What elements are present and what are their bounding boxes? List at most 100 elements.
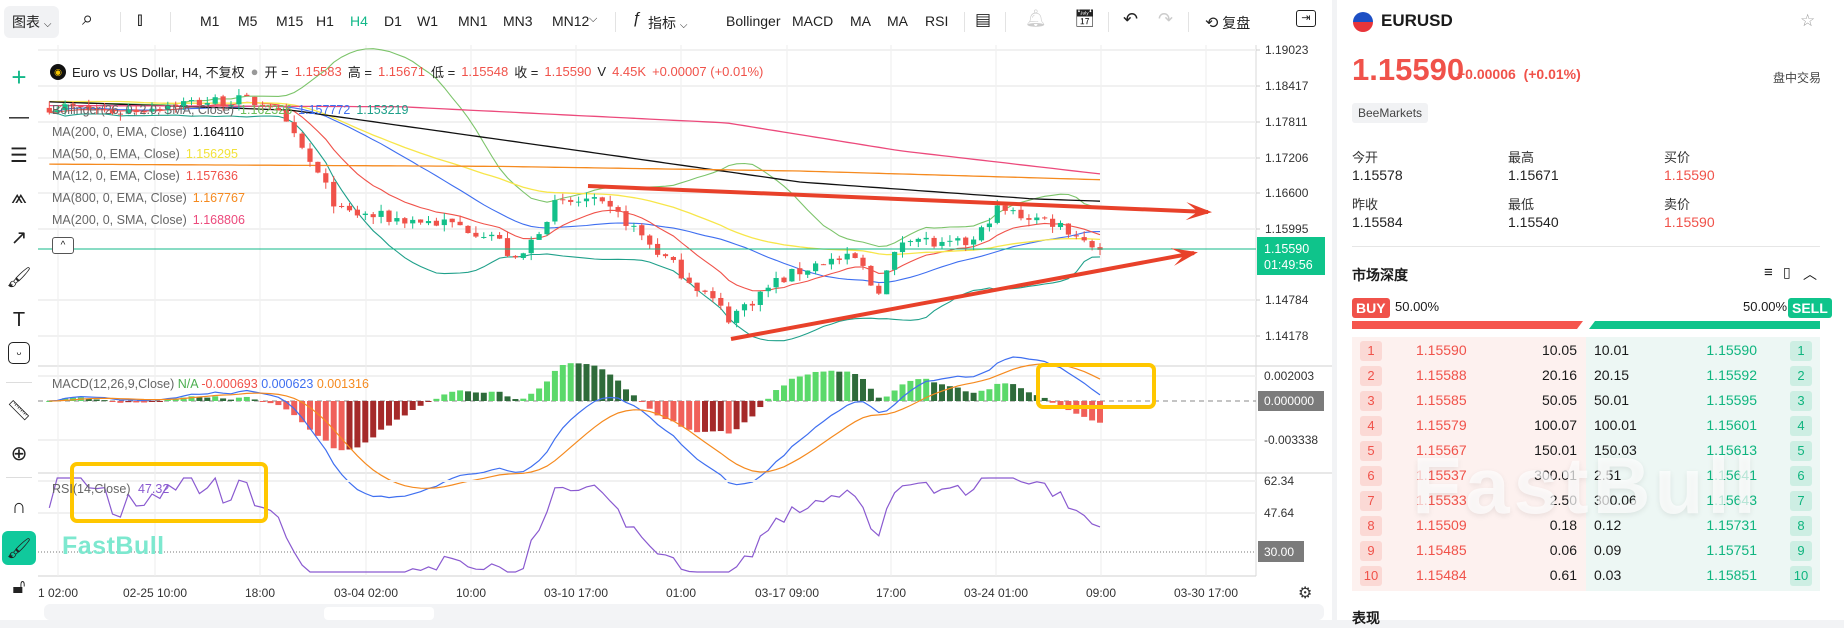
macd-histogram-bar [378,401,385,430]
ruler-icon[interactable]: 📏︎ [6,399,32,422]
macd-legend[interactable]: MACD(12,26,9,Close) N/A -0.000693 0.0006… [52,377,369,391]
orderbook-row[interactable]: 4 1.15579 100.07 100.01 1.15601 4 [1352,413,1820,438]
layout-icon[interactable]: ▤ [975,10,992,29]
collapse-panel-icon[interactable]: ⇥ [1296,10,1316,27]
indicators-button[interactable]: 指标 ⌵ [648,13,687,33]
candlestick-type-icon[interactable]: ⫾ [137,9,143,29]
unlock-icon[interactable]: 🔓︎ [12,575,26,598]
scrollbar-thumb[interactable] [324,607,434,620]
lock-drawings-icon[interactable]: 🖌︎ [2,531,36,565]
macd-histogram-bar [970,392,977,401]
orderbook-row[interactable]: 1 1.15590 10.05 10.01 1.15590 1 [1352,338,1820,363]
timeframe-h4[interactable]: H4 [350,13,368,29]
orderbook-row[interactable]: 10 1.15484 0.61 0.03 1.15851 10 [1352,563,1820,588]
candle-body [410,219,416,224]
timeframe-w1[interactable]: W1 [417,13,438,29]
chevron-down-icon[interactable]: ⌵ [589,13,598,25]
candle-body [315,161,321,173]
sell-badge[interactable]: SELL [1788,298,1832,318]
candle-body [504,238,511,256]
timeframe-mn12[interactable]: MN12 [552,13,590,29]
search-icon[interactable]: ⌕ [82,8,94,30]
orderbook-row[interactable]: 8 1.15509 0.18 0.12 1.15731 8 [1352,513,1820,538]
indicator-shortcut-ma[interactable]: MA [887,13,908,29]
timeframe-d1[interactable]: D1 [384,13,402,29]
horizontal-scrollbar[interactable] [44,604,1324,620]
zoom-in-icon[interactable]: ⊕ [10,442,28,465]
function-icon[interactable]: ƒ [632,10,641,27]
timeframe-h1[interactable]: H1 [316,13,334,29]
favorite-star-icon[interactable]: ☆ [1800,11,1816,30]
legend-ma[interactable]: MA(200, 0, EMA, Close) 1.164110 [52,125,244,139]
bollinger-lower: 1.153219 [356,103,409,117]
alert-bell-icon[interactable]: 🔔︎ [1025,9,1047,28]
calendar-icon[interactable]: 📅︎ [1074,9,1096,28]
horizontal-line-icon[interactable]: — [9,105,29,128]
legend-ma[interactable]: MA(50, 0, EMA, Close) 1.156295 [52,147,238,161]
macd-histogram-bar [62,398,69,401]
macd-histogram-bar [307,401,313,430]
macd-histogram-bar [781,385,787,401]
indicator-shortcut-ma[interactable]: MA [850,13,871,29]
macd-histogram-bar [1002,383,1009,401]
timeframe-m15[interactable]: M15 [276,13,304,29]
timeframe-mn3[interactable]: MN3 [503,13,533,29]
indicator-shortcut-macd[interactable]: MACD [792,13,834,29]
macd-histogram-bar [702,401,708,432]
list-view-icon[interactable]: ≡ [1764,264,1773,281]
chart-area[interactable]: 1 02:00 02-25 10:00 18:00 03-04 02:00 10:00 0… [0,0,1332,620]
emoji-icon[interactable]: ᵕ [8,342,30,364]
price-chart[interactable]: 1 02:00 02-25 10:00 18:00 03-04 02:00 10:00 0… [0,0,1332,620]
buy-badge[interactable]: BUY [1352,298,1390,318]
macd-histogram-bar [1097,401,1103,423]
orderbook-row[interactable]: 6 1.15537 300.01 2.51 1.15641 6 [1352,463,1820,488]
magnet-icon[interactable]: ∩ [11,495,27,518]
low-label: 低 = [430,65,456,80]
redo-icon[interactable]: ↷ [1158,9,1174,29]
indicator-value: 1.168806 [192,213,245,227]
timeframe-m5[interactable]: M5 [238,13,258,29]
legend-ma[interactable]: MA(800, 0, EMA, Close) 1.167767 [52,191,245,205]
text-icon[interactable]: T [12,308,26,331]
orderbook-row[interactable]: 3 1.15585 50.05 50.01 1.15595 3 [1352,388,1820,413]
macd-histogram-bar [765,398,772,401]
undo-icon[interactable]: ↶ [1123,9,1139,29]
pattern-icon[interactable]: ⩕ [11,185,27,208]
stat-value: 1.15540 [1508,214,1559,230]
legend-bollinger[interactable]: Bollinger(26, 0, 2.0, SMA, Close) 1.16232… [52,103,408,117]
macd-histogram-bar [962,391,969,401]
indicator-shortcut-rsi[interactable]: RSI [925,13,949,29]
orderbook-row[interactable]: 9 1.15485 0.06 0.09 1.15751 9 [1352,538,1820,563]
settings-gear-icon[interactable]: ⚙ [1298,585,1313,602]
chart-menu-button[interactable]: 图表 ⌵ [4,6,60,38]
macd-histogram-bar [125,401,132,403]
broker-badge[interactable]: BeeMarkets [1352,103,1429,123]
fib-lines-icon[interactable]: ☰ [10,144,28,167]
crosshair-plus-icon[interactable]: + [11,61,27,92]
legend-ma[interactable]: MA(200, 0, SMA, Close) 1.168806 [52,213,245,227]
macd-histogram-bar [994,383,1001,401]
candle-body [955,238,961,241]
orderbook-row[interactable]: 5 1.15567 150.01 150.03 1.15613 5 [1352,438,1820,463]
orderbook-row[interactable]: 7 1.15533 2.50 300.06 1.15643 7 [1352,488,1820,513]
bid-quantity: 50.05 [1541,392,1577,408]
document-icon[interactable]: ▯ [1783,264,1791,280]
timeframe-mn1[interactable]: MN1 [458,13,488,29]
collapse-legend-button[interactable]: ^ [52,237,74,254]
indicator-shortcut-bollinger[interactable]: Bollinger [726,13,781,29]
brush-icon[interactable]: 🖌︎ [6,266,32,289]
performance-section-title[interactable]: 表现 [1352,610,1380,626]
macd-histogram-bar [133,401,140,403]
orderbook-row[interactable]: 2 1.15588 20.16 20.15 1.15592 2 [1352,363,1820,388]
chevron-up-icon[interactable]: ︿ [1803,266,1817,282]
candle-body [971,239,977,245]
replay-button[interactable]: ⟲ 复盘 [1205,13,1250,33]
legend-ma[interactable]: MA(12, 0, EMA, Close) 1.157636 [52,169,238,183]
macd-axis-label: 0.002003 [1264,369,1314,383]
candle-body [457,221,463,226]
timeframe-m1[interactable]: M1 [200,13,220,29]
candle-body [433,220,439,226]
trend-arrow-icon[interactable]: ↗ [10,226,28,249]
candle-body [726,306,732,323]
rsi-legend[interactable]: RSI(14,Close) 47.32 [52,482,169,496]
